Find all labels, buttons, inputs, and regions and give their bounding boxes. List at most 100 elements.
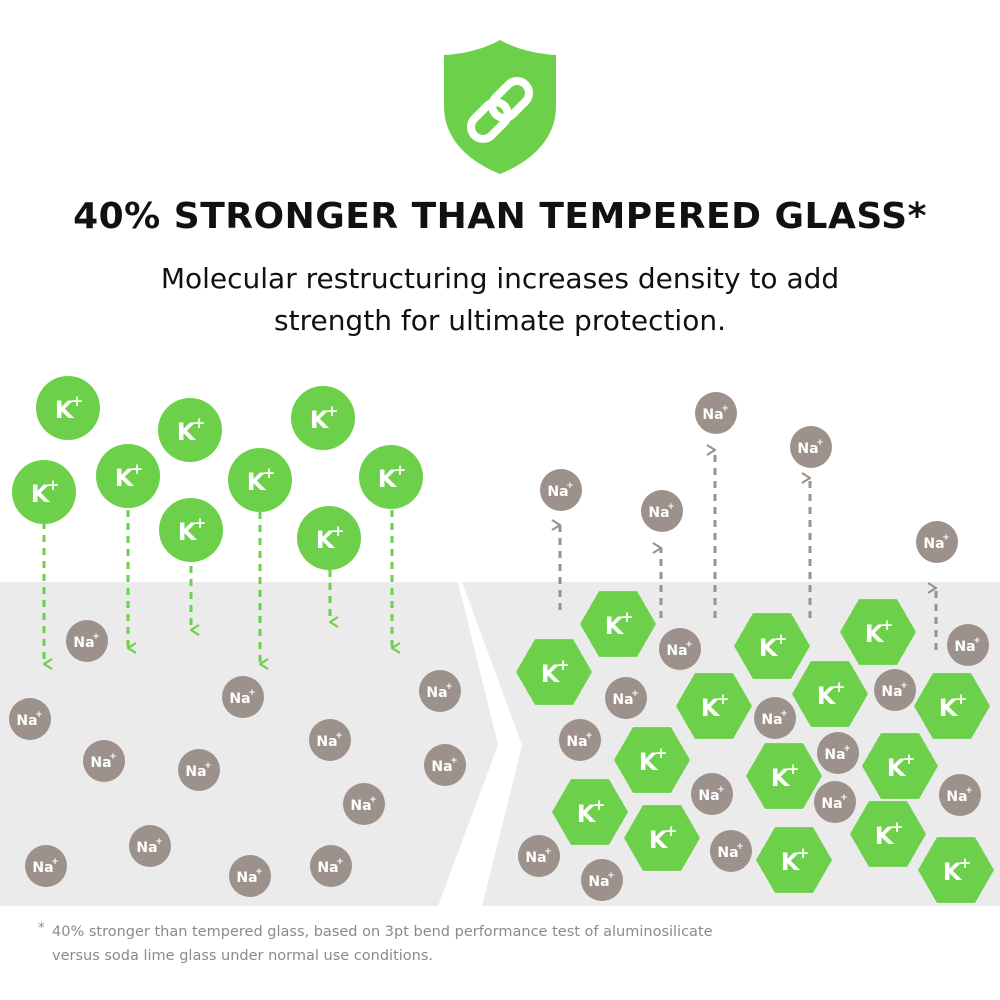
- ion-label: K: [31, 480, 51, 508]
- ion-charge: +: [891, 818, 904, 836]
- ion-charge: +: [248, 688, 256, 698]
- ion-label: Na: [90, 755, 111, 771]
- ion-charge: +: [816, 438, 824, 448]
- sodium-ion: Na+: [641, 490, 683, 532]
- ion-label: Na: [431, 759, 452, 775]
- sodium-ion: Na+: [540, 469, 582, 511]
- sodium-ion: Na+: [605, 677, 647, 719]
- potassium-ion-hex: K+: [914, 673, 990, 739]
- ion-charge: +: [607, 871, 615, 881]
- ion-charge: +: [900, 681, 908, 691]
- sodium-ion: Na+: [916, 521, 958, 563]
- ion-charge: +: [336, 857, 344, 867]
- ion-label: Na: [881, 684, 902, 700]
- ion-charge: +: [955, 690, 968, 708]
- potassium-ion: K+: [158, 398, 222, 462]
- ion-label: K: [649, 826, 669, 854]
- ion-charge: +: [717, 785, 725, 795]
- ion-charge: +: [394, 461, 407, 479]
- ion-charge: +: [369, 795, 377, 805]
- ion-charge: +: [721, 404, 729, 414]
- shield-link-icon: [444, 40, 556, 174]
- ion-label: K: [639, 748, 659, 776]
- potassium-ion-hex: K+: [918, 837, 994, 903]
- ion-label: K: [865, 620, 885, 648]
- ion-label: K: [817, 682, 837, 710]
- ion-charge: +: [35, 710, 43, 720]
- ion-label: Na: [547, 484, 568, 500]
- sodium-ion: Na+: [691, 773, 733, 815]
- potassium-ion-hex: K+: [614, 727, 690, 793]
- ion-charge: +: [787, 760, 800, 778]
- ion-charge: +: [685, 640, 693, 650]
- sodium-ion: Na+: [9, 698, 51, 740]
- potassium-ion: K+: [36, 376, 100, 440]
- ion-charge: +: [557, 656, 570, 674]
- headline: 40% STRONGER THAN TEMPERED GLASS*: [73, 196, 927, 237]
- ion-label: K: [771, 764, 791, 792]
- ion-charge: +: [326, 402, 339, 420]
- ion-charge: +: [973, 636, 981, 646]
- potassium-ion: K+: [159, 498, 223, 562]
- subtitle: Molecular restructuring increases densit…: [0, 258, 1000, 342]
- sodium-ion: Na+: [310, 845, 352, 887]
- sodium-ion: Na+: [229, 855, 271, 897]
- ion-charge: +: [655, 744, 668, 762]
- ion-label: Na: [236, 870, 257, 886]
- ion-label: K: [943, 858, 963, 886]
- ion-label: K: [887, 754, 907, 782]
- subtitle-line-1: Molecular restructuring increases densit…: [160, 262, 840, 295]
- ion-label: Na: [666, 643, 687, 659]
- ion-label: K: [55, 396, 75, 424]
- ion-charge: +: [204, 761, 212, 771]
- sodium-ion: Na+: [817, 732, 859, 774]
- ion-charge: +: [736, 842, 744, 852]
- ion-label: Na: [73, 635, 94, 651]
- ion-label: Na: [229, 691, 250, 707]
- potassium-ion-hex: K+: [580, 591, 656, 657]
- sodium-ion: Na+: [343, 783, 385, 825]
- ion-label: Na: [702, 407, 723, 423]
- potassium-ion-hex: K+: [734, 613, 810, 679]
- ion-label: K: [316, 526, 336, 554]
- ion-label: K: [759, 634, 779, 662]
- ion-charge: +: [51, 857, 59, 867]
- ion-charge: +: [833, 678, 846, 696]
- sodium-ion: Na+: [659, 628, 701, 670]
- ion-charge: +: [717, 690, 730, 708]
- sodium-ion: Na+: [874, 669, 916, 711]
- ion-label: Na: [566, 734, 587, 750]
- ion-charge: +: [667, 502, 675, 512]
- ion-charge: +: [881, 616, 894, 634]
- ion-charge: +: [335, 731, 343, 741]
- footnote-line-2: versus soda lime glass under normal use …: [52, 948, 434, 964]
- ion-charge: +: [797, 844, 810, 862]
- ion-label: Na: [648, 505, 669, 521]
- potassium-ion-hex: K+: [850, 801, 926, 867]
- potassium-ion: K+: [12, 460, 76, 524]
- ion-charge: +: [92, 632, 100, 642]
- sodium-ion: Na+: [581, 859, 623, 901]
- ion-label: Na: [698, 788, 719, 804]
- ion-label: Na: [16, 713, 37, 729]
- sodium-ion: Na+: [424, 744, 466, 786]
- ion-label: K: [701, 694, 721, 722]
- ion-label: Na: [317, 860, 338, 876]
- ion-label: K: [177, 418, 197, 446]
- potassium-ion: K+: [359, 445, 423, 509]
- potassium-ion-hex: K+: [840, 599, 916, 665]
- potassium-ion-hex: K+: [756, 827, 832, 893]
- ion-label: K: [178, 518, 198, 546]
- ion-charge: +: [263, 464, 276, 482]
- ion-charge: +: [621, 608, 634, 626]
- sodium-ion: Na+: [559, 719, 601, 761]
- ion-label: K: [541, 660, 561, 688]
- potassium-ion-hex: K+: [516, 639, 592, 705]
- ion-charge: +: [544, 847, 552, 857]
- ion-charge: +: [255, 867, 263, 877]
- sodium-ion: Na+: [814, 781, 856, 823]
- ion-charge: +: [942, 533, 950, 543]
- potassium-ion-hex: K+: [746, 743, 822, 809]
- ion-label: Na: [316, 734, 337, 750]
- sodium-ion: Na+: [66, 620, 108, 662]
